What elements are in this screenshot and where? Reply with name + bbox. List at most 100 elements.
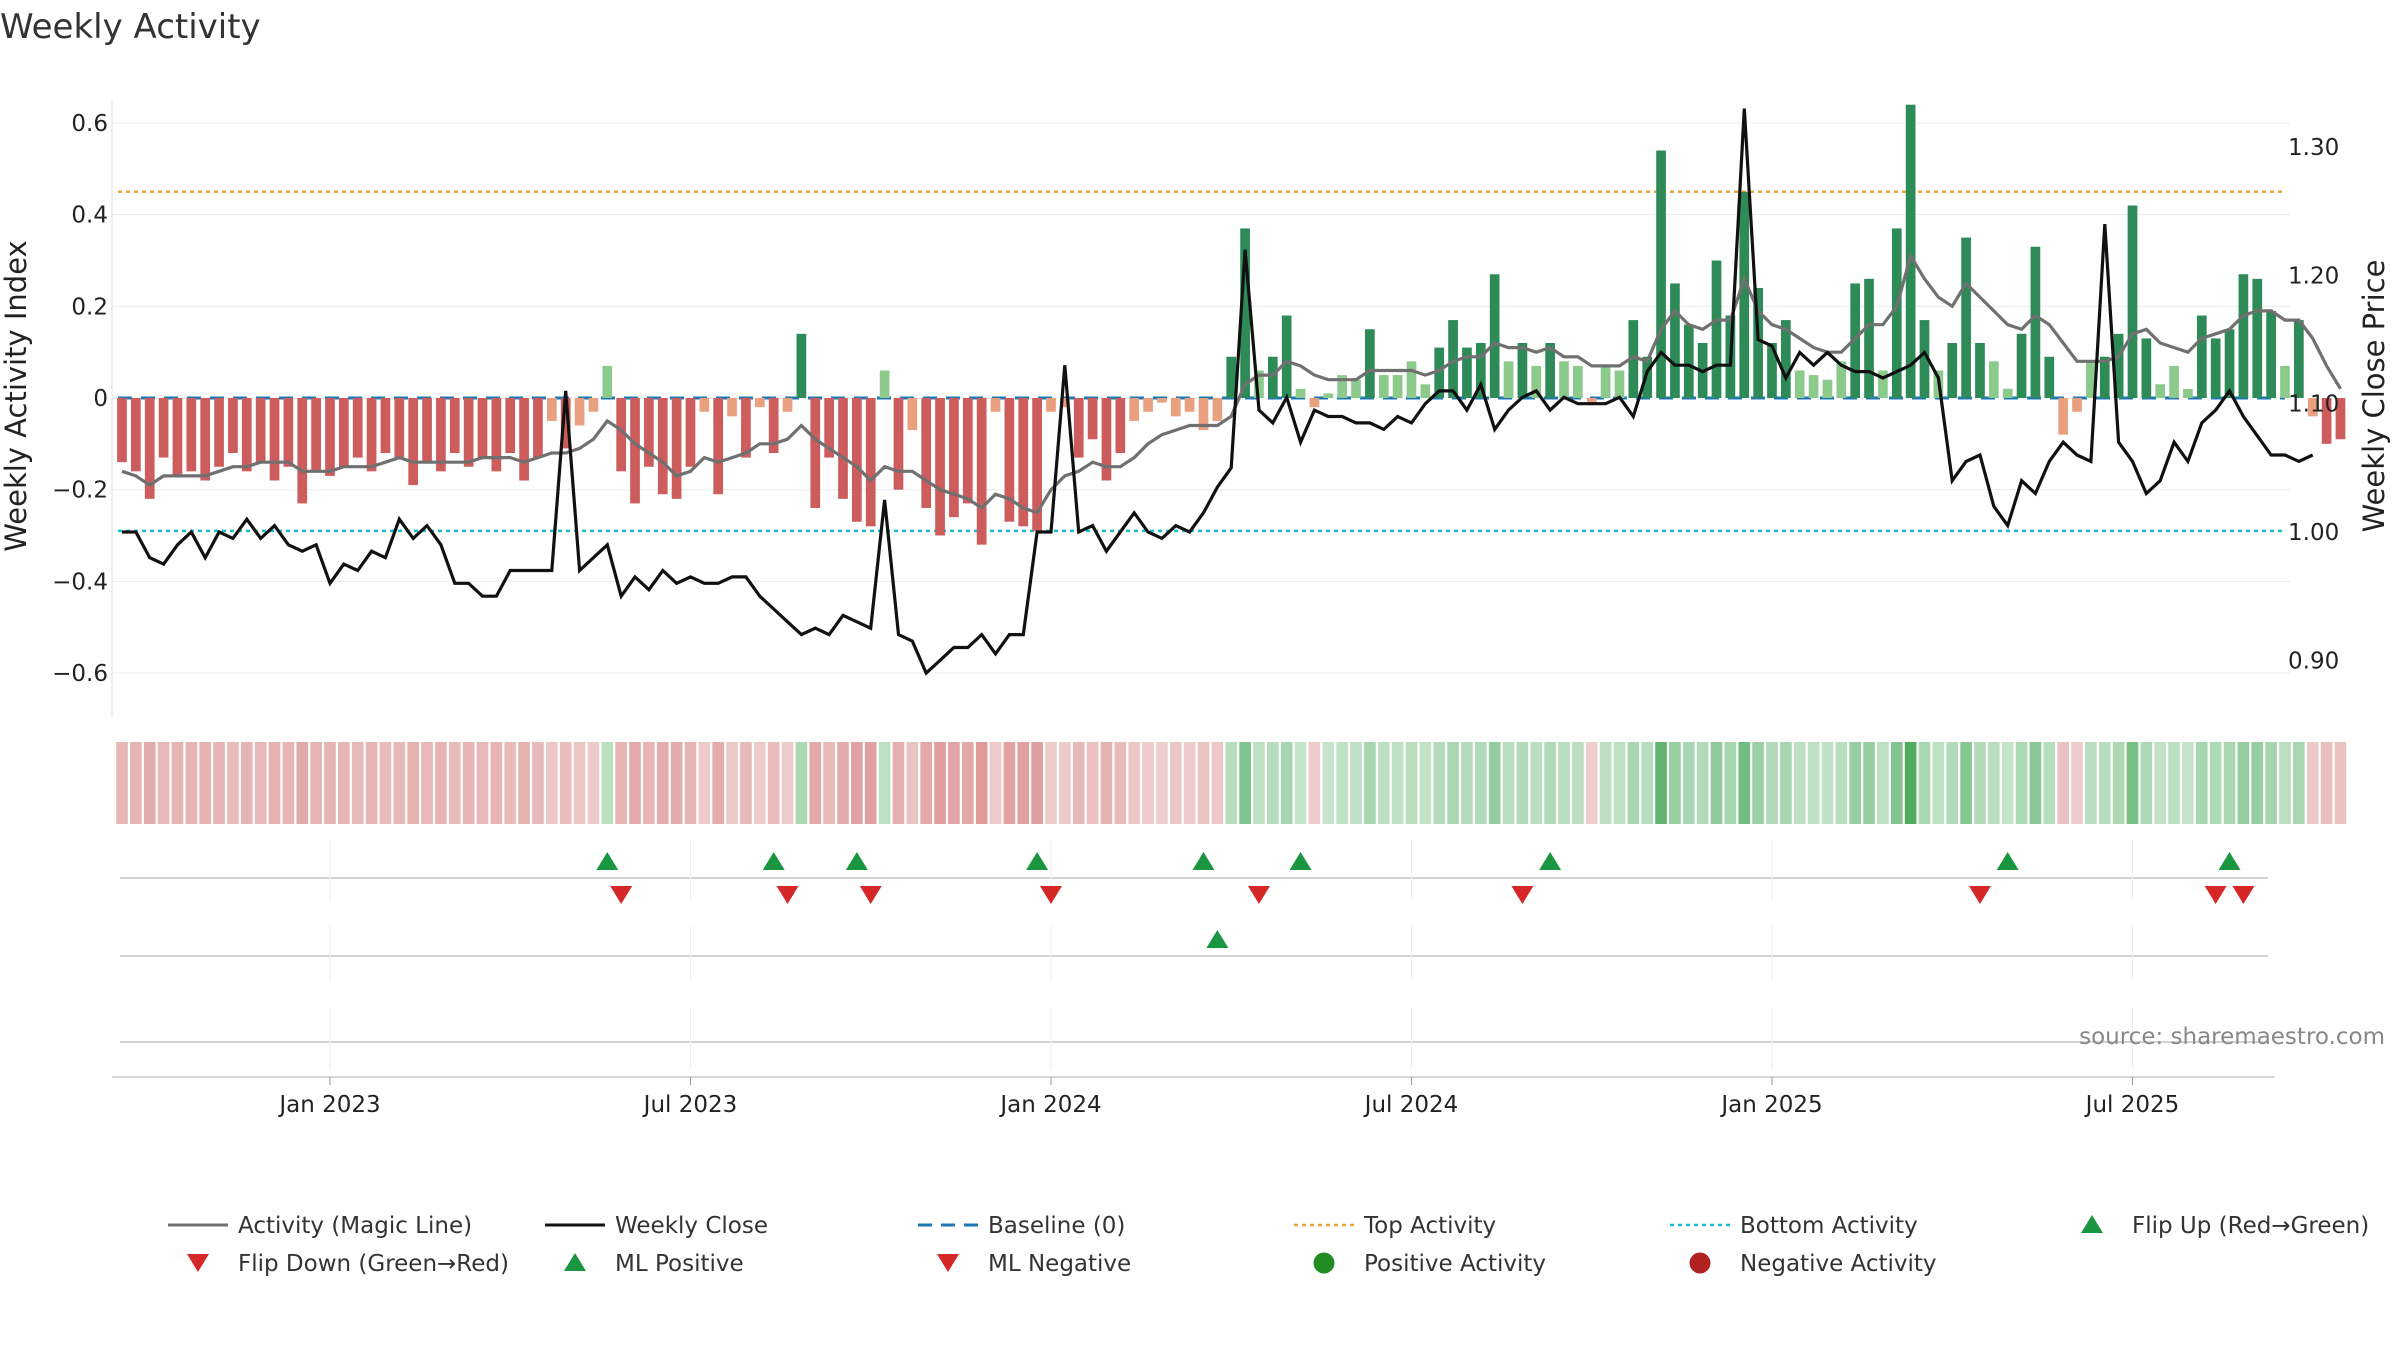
activity-bar [644, 398, 654, 467]
legend-item: Baseline (0) [918, 1213, 1125, 1239]
heat-cell [185, 742, 198, 824]
heat-cell [518, 742, 530, 824]
activity-bar [865, 398, 876, 527]
heat-cell [1655, 742, 1667, 824]
activity-bar [1822, 379, 1833, 398]
y-tick-label: −0.4 [52, 569, 108, 595]
heat-cell [1156, 742, 1168, 824]
heat-cell [2251, 742, 2264, 824]
heat-cell [837, 742, 849, 824]
activity-bar [172, 398, 183, 476]
heat-cell [767, 742, 780, 824]
axes: 0.6 0.4 0.2 0 −0.2 −0.4 −0.6 1.30 1.20 1.10 1.00 0.… [52, 100, 2339, 718]
activity-bar [2086, 361, 2096, 398]
triangle-down-icon [187, 1254, 209, 1272]
activity-bar [1157, 398, 1167, 403]
heat-cell [171, 742, 184, 824]
activity-bar [1586, 398, 1597, 403]
heat-cell [157, 742, 170, 824]
activity-bar [1975, 343, 1985, 398]
heat-cell [2306, 742, 2319, 824]
heat-cell [1142, 742, 1154, 824]
activity-bar [1891, 228, 1902, 398]
heat-cell [532, 742, 544, 824]
heat-cell [282, 742, 295, 824]
activity-bar [657, 398, 668, 495]
activity-bar [1254, 370, 1264, 398]
activity-bar [1780, 320, 1791, 398]
activity-bar [1073, 398, 1084, 458]
activity-bar [1947, 343, 1958, 398]
activity-bar [1753, 288, 1763, 398]
legend-item: Weekly Close [545, 1213, 768, 1239]
heat-cell [684, 742, 697, 824]
heat-cell [1461, 742, 1473, 824]
activity-bar [366, 398, 377, 472]
activity-bar [1087, 398, 1098, 440]
activity-bar [436, 398, 446, 472]
heat-cell [490, 742, 503, 824]
flip-down-marker [1247, 886, 1270, 904]
heat-cell [823, 742, 835, 824]
legend-label: Flip Down (Green→Red) [238, 1251, 509, 1277]
y-tick-label: −0.6 [52, 661, 108, 687]
flip-down-marker [1968, 886, 1991, 904]
heat-cell [2195, 742, 2208, 824]
activity-bar [907, 398, 918, 431]
activity-bar [2002, 388, 2013, 398]
activity-bar [380, 398, 391, 453]
activity-bar [1670, 283, 1680, 398]
heat-cell [2334, 742, 2347, 824]
heat-cell [1696, 742, 1709, 824]
triangle-up-icon [2081, 1215, 2103, 1233]
activity-bar [852, 398, 862, 522]
heat-cell [920, 742, 933, 824]
heat-cell [1072, 742, 1085, 824]
activity-bar [1406, 361, 1417, 398]
activity-bar [144, 398, 155, 499]
legend-item: Flip Down (Green→Red) [187, 1251, 509, 1277]
activity-bar [921, 398, 932, 508]
heat-cell [753, 742, 766, 824]
heat-cell [407, 742, 419, 824]
activity-bar [1018, 398, 1029, 527]
activity-bar [131, 398, 141, 472]
magic-line [121, 251, 2342, 515]
activity-bar [2307, 398, 2318, 417]
heat-cell [1516, 742, 1529, 824]
activity-bar [1878, 370, 1888, 398]
activity-bar [1559, 361, 1569, 398]
heat-cell [1017, 742, 1030, 824]
activity-bar [768, 398, 779, 453]
heat-cell [809, 742, 822, 824]
heat-cell [1918, 742, 1931, 824]
activity-bar [491, 398, 502, 472]
heat-cell [629, 742, 641, 824]
y2-tick-label: 0.90 [2288, 648, 2339, 674]
activity-bar [935, 398, 945, 536]
activity-bar [1420, 384, 1431, 398]
activity-bar [1434, 347, 1445, 398]
heat-cell [1558, 742, 1570, 824]
legend-item: Bottom Activity [1670, 1213, 1918, 1239]
activity-bar [2335, 398, 2346, 440]
activity-bar [2224, 329, 2235, 398]
heat-cell [1336, 742, 1348, 824]
activity-bar [2099, 356, 2110, 398]
activity-bar [602, 365, 613, 398]
legend-label: ML Negative [988, 1251, 1131, 1277]
activity-bar [1739, 191, 1750, 398]
heat-cell [421, 742, 433, 824]
x-axis: Jan 2023 Jul 2023 Jan 2024 Jul 2024 Jan 2025… [112, 1076, 2275, 1118]
heat-cell [670, 742, 683, 824]
activity-bar [477, 398, 488, 458]
legend-label: Activity (Magic Line) [238, 1213, 472, 1239]
y2-tick-label: 1.00 [2288, 520, 2339, 546]
activity-bar [574, 398, 585, 426]
heat-cell [1530, 742, 1543, 824]
flip-down-marker [859, 886, 882, 904]
weekly-close-line [122, 108, 2314, 676]
heat-cell [1350, 742, 1362, 824]
legend-item: ML Negative [937, 1251, 1131, 1277]
triangle-up-icon [564, 1253, 586, 1271]
